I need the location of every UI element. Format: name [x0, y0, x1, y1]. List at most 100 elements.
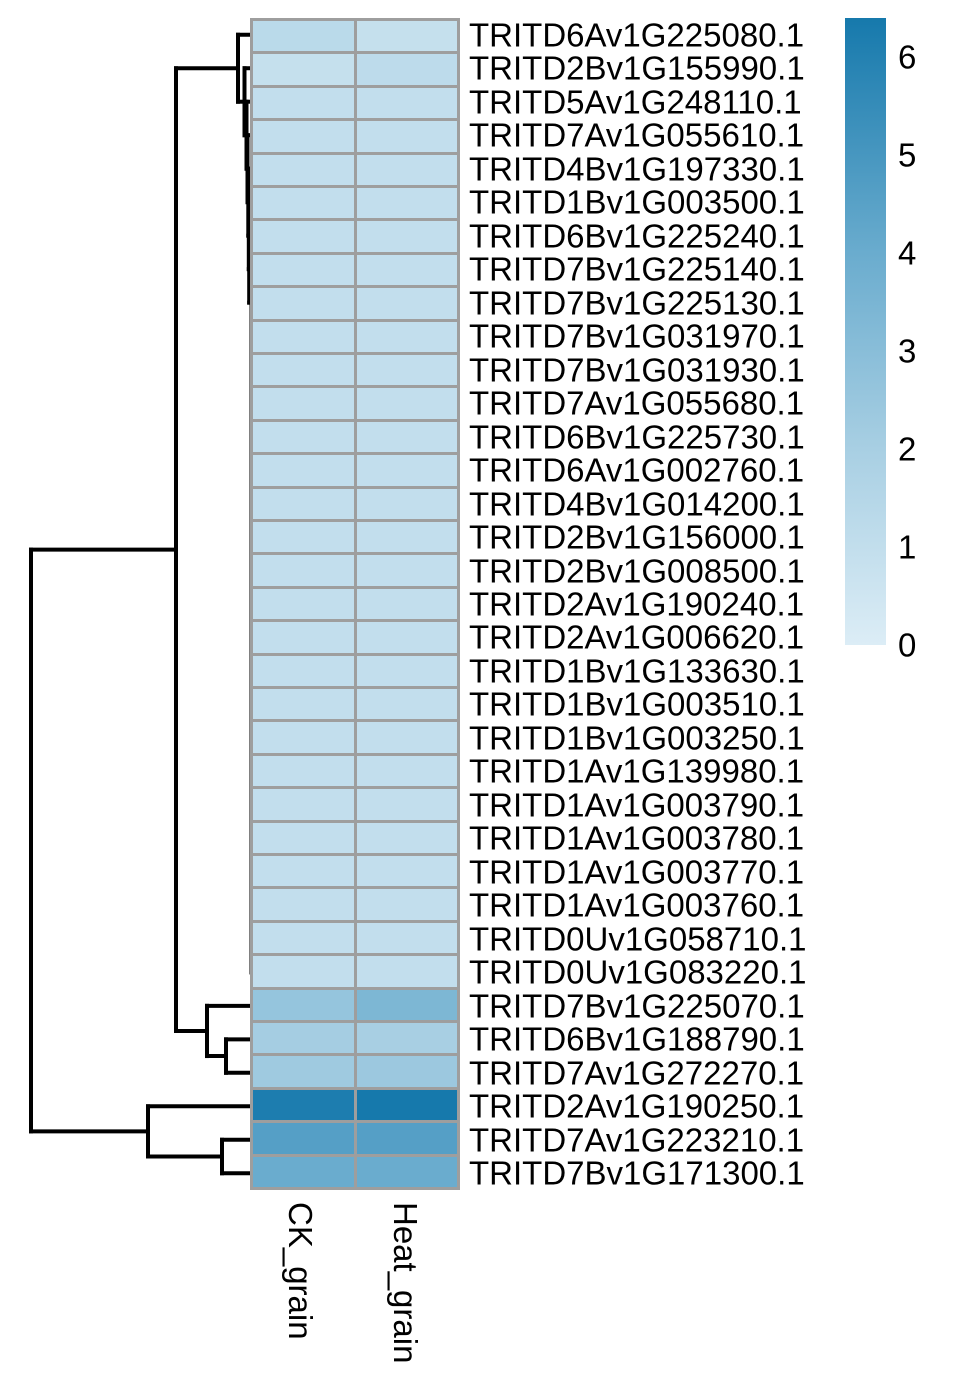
row-label: TRITD2Av1G190250.1 — [469, 1087, 805, 1125]
heatmap-cell — [356, 822, 457, 853]
heatmap-cell — [253, 121, 354, 152]
heatmap-cell — [253, 789, 354, 820]
heatmap-cell — [253, 855, 354, 887]
row-label: TRITD7Av1G055610.1 — [469, 116, 805, 154]
heatmap-cell — [253, 254, 354, 286]
heatmap-cell — [356, 956, 457, 987]
colorbar — [845, 18, 886, 645]
heatmap-cell — [356, 21, 457, 52]
heatmap-cell — [253, 1123, 354, 1154]
row-label: TRITD5Av1G248110.1 — [469, 83, 802, 121]
heatmap-cell — [356, 722, 457, 753]
heatmap-cell — [253, 755, 354, 787]
heatmap-cell — [356, 889, 457, 920]
row-label: TRITD2Bv1G156000.1 — [469, 518, 805, 556]
heatmap-cell — [356, 121, 457, 152]
heatmap-grid — [250, 18, 460, 1190]
row-label: TRITD6Av1G002760.1 — [469, 451, 805, 489]
heatmap-cell — [253, 54, 354, 85]
row-label: TRITD1Av1G003760.1 — [469, 886, 805, 924]
heatmap-cell — [253, 688, 354, 720]
heatmap-cell — [253, 1022, 354, 1054]
heatmap-cell — [356, 555, 457, 586]
heatmap-cell — [253, 288, 354, 319]
row-label: TRITD7Bv1G225130.1 — [469, 284, 805, 322]
row-label: TRITD1Bv1G003500.1 — [469, 183, 805, 221]
heatmap-cell — [253, 321, 354, 352]
heatmap-cell — [253, 722, 354, 753]
row-label: TRITD7Av1G272270.1 — [469, 1054, 805, 1092]
row-label: TRITD7Bv1G031930.1 — [469, 351, 805, 389]
heatmap-cell — [253, 1156, 354, 1187]
colorbar-tick-label: 6 — [898, 38, 917, 76]
row-label: TRITD7Bv1G225140.1 — [469, 250, 805, 288]
heatmap-cell — [253, 622, 354, 653]
heatmap-cell — [253, 21, 354, 52]
heatmap-cell — [253, 1089, 354, 1121]
heatmap-cell — [356, 421, 457, 453]
row-label: TRITD6Av1G225080.1 — [469, 16, 805, 54]
heatmap-cell — [356, 354, 457, 386]
heatmap-cell — [356, 388, 457, 419]
row-label: TRITD6Bv1G188790.1 — [469, 1020, 805, 1058]
row-label: TRITD7Bv1G031970.1 — [469, 317, 805, 355]
row-label: TRITD0Uv1G083220.1 — [469, 953, 807, 991]
heatmap-cell — [356, 855, 457, 887]
heatmap-cell — [356, 922, 457, 954]
heatmap-cell — [253, 822, 354, 853]
row-label: TRITD2Bv1G008500.1 — [469, 552, 805, 589]
heatmap-cell — [253, 889, 354, 920]
heatmap-cell — [253, 388, 354, 419]
row-label: TRITD4Bv1G014200.1 — [469, 485, 805, 523]
heatmap-cell — [356, 1156, 457, 1187]
colorbar-tick-label: 1 — [898, 528, 917, 566]
row-label: TRITD6Bv1G225730.1 — [469, 418, 805, 456]
heatmap-cell — [253, 421, 354, 453]
row-label: TRITD1Av1G003790.1 — [469, 786, 805, 824]
heatmap-cell — [253, 455, 354, 486]
row-label: TRITD0Uv1G058710.1 — [469, 920, 807, 958]
row-label: TRITD2Av1G190240.1 — [469, 585, 805, 623]
heatmap-cell — [356, 1056, 457, 1087]
heatmap-cell — [356, 755, 457, 787]
heatmap-cell — [356, 221, 457, 252]
heatmap-cell — [253, 187, 354, 219]
colorbar-tick-label: 5 — [898, 136, 917, 174]
heatmap-cell — [356, 789, 457, 820]
row-label: TRITD1Av1G003770.1 — [469, 853, 805, 891]
row-label: TRITD7Bv1G171300.1 — [469, 1154, 805, 1192]
heatmap-cell — [356, 1089, 457, 1121]
heatmap-cell — [356, 688, 457, 720]
heatmap-cell — [356, 622, 457, 653]
row-label: TRITD6Bv1G225240.1 — [469, 217, 805, 255]
heatmap-cell — [356, 288, 457, 319]
heatmap-cell — [356, 1123, 457, 1154]
row-label: TRITD7Bv1G225070.1 — [469, 987, 805, 1025]
heatmap-cell — [356, 154, 457, 185]
heatmap-cell — [253, 521, 354, 553]
heatmap-cell — [356, 187, 457, 219]
row-label: TRITD1Bv1G003510.1 — [469, 685, 805, 723]
heatmap-cell — [356, 1022, 457, 1054]
colorbar-tick-label: 4 — [898, 234, 917, 272]
heatmap-cell — [356, 254, 457, 286]
heatmap-cell — [253, 555, 354, 586]
colorbar-tick-label: 2 — [898, 430, 917, 468]
heatmap-cell — [253, 922, 354, 954]
row-label: TRITD1Av1G003780.1 — [469, 819, 805, 857]
heatmap-cell — [253, 1056, 354, 1087]
heatmap-cell — [253, 956, 354, 987]
row-label: TRITD7Av1G223210.1 — [469, 1121, 805, 1159]
heatmap-cell — [356, 455, 457, 486]
row-label: TRITD2Bv1G155990.1 — [469, 49, 805, 87]
row-label: TRITD2Av1G006620.1 — [469, 618, 805, 656]
heatmap-cell — [253, 221, 354, 252]
colorbar-tick-label: 3 — [898, 332, 917, 370]
row-label: TRITD4Bv1G197330.1 — [469, 150, 805, 188]
heatmap-cell — [356, 54, 457, 85]
heatmap-cell — [356, 321, 457, 352]
heatmap-cell — [356, 989, 457, 1020]
heatmap-cell — [253, 354, 354, 386]
heatmap-cell — [253, 154, 354, 185]
